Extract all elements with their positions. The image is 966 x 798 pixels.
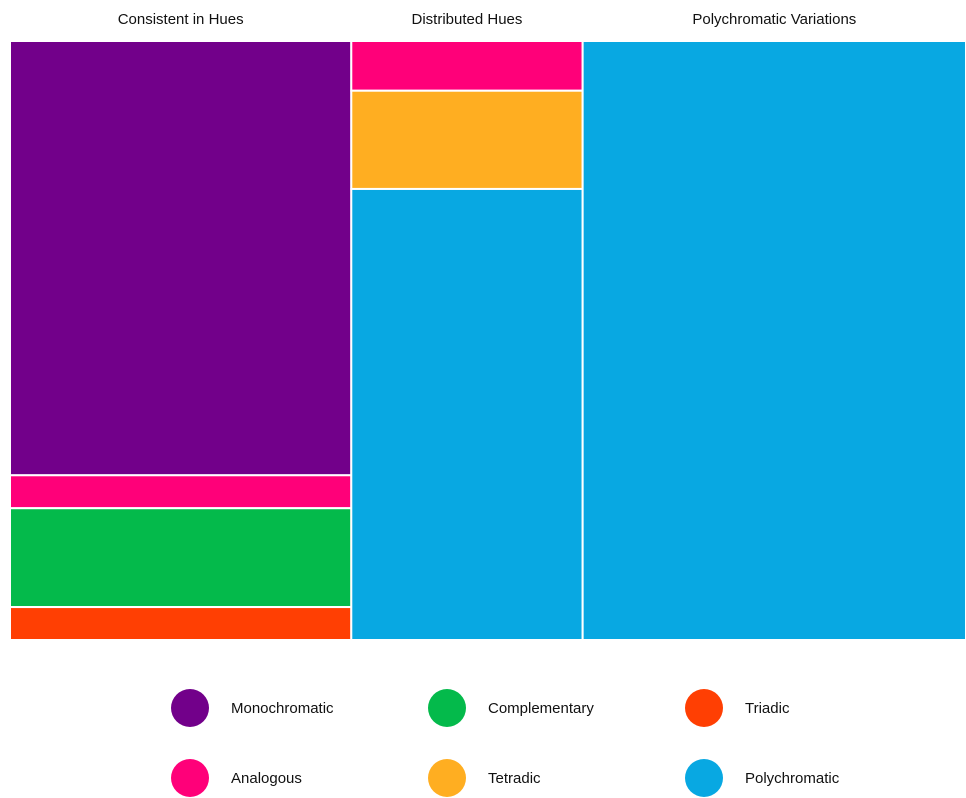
legend-label-triadic: Triadic bbox=[745, 699, 790, 717]
treemap-cell-polychromatic-col1 bbox=[350, 187, 584, 641]
column-title-0: Consistent in Hues bbox=[118, 11, 244, 28]
legend: Monochromatic Complementary Triadic Analogo… bbox=[0, 668, 966, 798]
legend-label-monochromatic: Monochromatic bbox=[231, 699, 334, 717]
legend-item-triadic: Triadic bbox=[685, 688, 789, 728]
treemap-cell-triadic-col0 bbox=[9, 606, 353, 641]
treemap-cell-analogous-col0 bbox=[9, 474, 353, 510]
legend-swatch-complementary bbox=[428, 689, 466, 727]
treemap-cell-analogous-col1 bbox=[350, 40, 584, 92]
legend-swatch-analogous bbox=[171, 759, 209, 797]
treemap-cell-complementary-col0 bbox=[9, 507, 353, 609]
legend-swatch-polychromatic bbox=[685, 759, 723, 797]
legend-label-polychromatic: Polychromatic bbox=[745, 769, 840, 787]
treemap-chart: Consistent in Hues Distributed Hues Polych… bbox=[9, 11, 966, 641]
column-title-1: Distributed Hues bbox=[412, 11, 523, 28]
legend-swatch-triadic bbox=[685, 689, 723, 727]
legend-item-tetradic: Tetradic bbox=[428, 758, 541, 798]
legend-item-monochromatic: Monochromatic bbox=[171, 688, 334, 728]
legend-label-analogous: Analogous bbox=[231, 769, 302, 787]
legend-label-complementary: Complementary bbox=[488, 699, 594, 717]
legend-item-analogous: Analogous bbox=[171, 758, 302, 798]
legend-item-polychromatic: Polychromatic bbox=[685, 758, 839, 798]
treemap-cell-monochromatic-col0 bbox=[9, 40, 353, 477]
legend-label-tetradic: Tetradic bbox=[488, 769, 541, 787]
legend-swatch-monochromatic bbox=[171, 689, 209, 727]
column-title-2: Polychromatic Variations bbox=[692, 11, 856, 28]
treemap-cell-tetradic-col1 bbox=[350, 89, 584, 190]
treemap-cell-polychromatic-col2 bbox=[581, 40, 966, 641]
legend-swatch-tetradic bbox=[428, 759, 466, 797]
legend-item-complementary: Complementary bbox=[428, 688, 594, 728]
